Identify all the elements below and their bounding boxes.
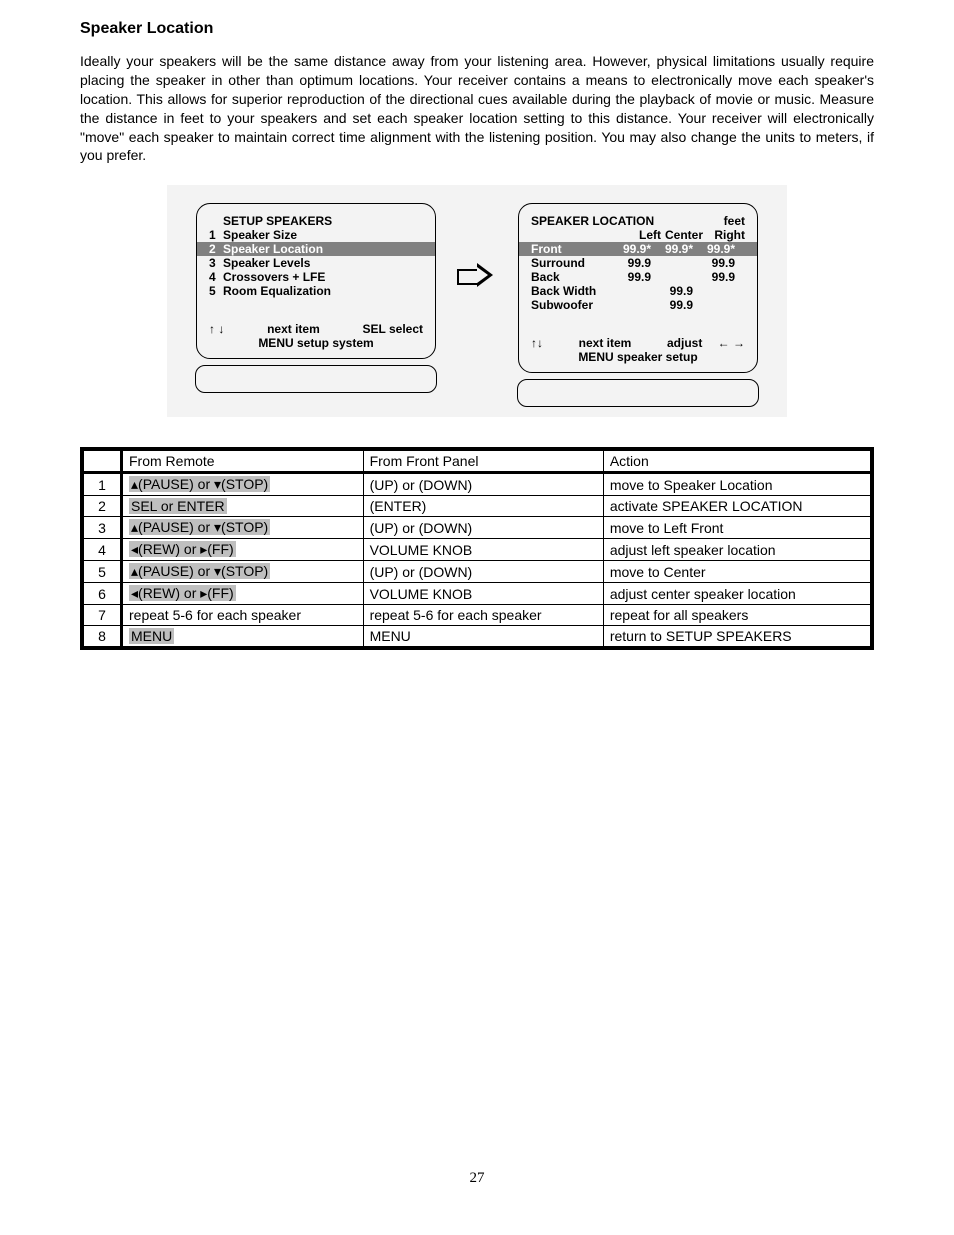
table-row: 4◂(REW) or ▸(FF)VOLUME KNOBadjust left s… (84, 539, 871, 561)
updown-arrows-icon: ↑↓ (531, 336, 543, 350)
speaker-location-screen: SPEAKER LOCATION feet Left Center Right … (518, 203, 758, 373)
cell-panel: VOLUME KNOB (363, 583, 603, 605)
loc-row: Back Width99.9 (531, 284, 745, 298)
footer-menu-setup: MENU setup system (209, 336, 423, 350)
menu-item: 4Crossovers + LFE (209, 270, 423, 284)
cell-remote: ◂(REW) or ▸(FF) (122, 539, 364, 561)
loc-footer-adjust: adjust (667, 336, 702, 350)
loc-row: Back99.999.9 (531, 270, 745, 284)
cell-remote: ▴(PAUSE) or ▾(STOP) (122, 473, 364, 496)
hdr-panel: From Front Panel (363, 451, 603, 473)
col-center: Center (661, 228, 703, 242)
cell-panel: (UP) or (DOWN) (363, 517, 603, 539)
row-num: 5 (84, 561, 122, 583)
row-num: 2 (84, 496, 122, 517)
hdr-action: Action (603, 451, 870, 473)
menu-title: SETUP SPEAKERS (223, 214, 423, 228)
cell-panel: (ENTER) (363, 496, 603, 517)
table-row: 1▴(PAUSE) or ▾(STOP)(UP) or (DOWN)move t… (84, 473, 871, 496)
updown-arrows-icon: ↑ ↓ (209, 322, 224, 336)
cell-panel: (UP) or (DOWN) (363, 561, 603, 583)
loc-row: Front99.9*99.9*99.9* (519, 242, 757, 256)
hdr-remote: From Remote (122, 451, 364, 473)
footer-sel-select: SEL select (363, 322, 423, 336)
cell-action: move to Center (603, 561, 870, 583)
menu-item: 1Speaker Size (209, 228, 423, 242)
blank-screen-left (195, 365, 437, 393)
loc-row: Subwoofer99.9 (531, 298, 745, 312)
cell-action: adjust left speaker location (603, 539, 870, 561)
footer-next-item: next item (236, 322, 350, 336)
blank-screen-right (517, 379, 759, 407)
page-number: 27 (80, 1170, 874, 1187)
arrow-icon (457, 263, 497, 287)
setup-speakers-screen: SETUP SPEAKERS 1Speaker Size2Speaker Loc… (196, 203, 436, 359)
menu-item: 3Speaker Levels (209, 256, 423, 270)
menu-item: 5Room Equalization (209, 284, 423, 298)
screens-panel: SETUP SPEAKERS 1Speaker Size2Speaker Loc… (167, 185, 787, 417)
row-num: 7 (84, 605, 122, 626)
cell-remote: ◂(REW) or ▸(FF) (122, 583, 364, 605)
leftright-arrows-icon: ← → (714, 336, 745, 350)
cell-remote: MENU (122, 626, 364, 647)
cell-action: move to Left Front (603, 517, 870, 539)
loc-row: Surround99.999.9 (531, 256, 745, 270)
cell-action: repeat for all speakers (603, 605, 870, 626)
instruction-table: From Remote From Front Panel Action 1▴(P… (80, 447, 874, 650)
row-num: 6 (84, 583, 122, 605)
table-row: 7repeat 5-6 for each speakerrepeat 5-6 f… (84, 605, 871, 626)
intro-paragraph: Ideally your speakers will be the same d… (80, 52, 874, 165)
cell-action: adjust center speaker location (603, 583, 870, 605)
cell-action: return to SETUP SPEAKERS (603, 626, 870, 647)
cell-panel: MENU (363, 626, 603, 647)
row-num: 4 (84, 539, 122, 561)
table-row: 6◂(REW) or ▸(FF)VOLUME KNOBadjust center… (84, 583, 871, 605)
cell-panel: (UP) or (DOWN) (363, 473, 603, 496)
cell-remote: ▴(PAUSE) or ▾(STOP) (122, 561, 364, 583)
table-row: 8MENUMENUreturn to SETUP SPEAKERS (84, 626, 871, 647)
table-corner (84, 451, 122, 473)
table-row: 5▴(PAUSE) or ▾(STOP)(UP) or (DOWN)move t… (84, 561, 871, 583)
cell-action: move to Speaker Location (603, 473, 870, 496)
row-num: 8 (84, 626, 122, 647)
table-row: 2SEL or ENTER(ENTER)activate SPEAKER LOC… (84, 496, 871, 517)
menu-item: 2Speaker Location (197, 242, 435, 256)
cell-remote: repeat 5-6 for each speaker (122, 605, 364, 626)
cell-action: activate SPEAKER LOCATION (603, 496, 870, 517)
cell-panel: VOLUME KNOB (363, 539, 603, 561)
table-row: 3▴(PAUSE) or ▾(STOP)(UP) or (DOWN)move t… (84, 517, 871, 539)
loc-footer-menu: MENU speaker setup (531, 350, 745, 364)
cell-panel: repeat 5-6 for each speaker (363, 605, 603, 626)
cell-remote: SEL or ENTER (122, 496, 364, 517)
loc-footer-next: next item (555, 336, 655, 350)
cell-remote: ▴(PAUSE) or ▾(STOP) (122, 517, 364, 539)
col-right: Right (703, 228, 745, 242)
col-left: Left (619, 228, 661, 242)
loc-unit: feet (724, 214, 745, 228)
row-num: 1 (84, 473, 122, 496)
page-heading: Speaker Location (80, 20, 874, 38)
loc-title: SPEAKER LOCATION (531, 214, 654, 228)
row-num: 3 (84, 517, 122, 539)
